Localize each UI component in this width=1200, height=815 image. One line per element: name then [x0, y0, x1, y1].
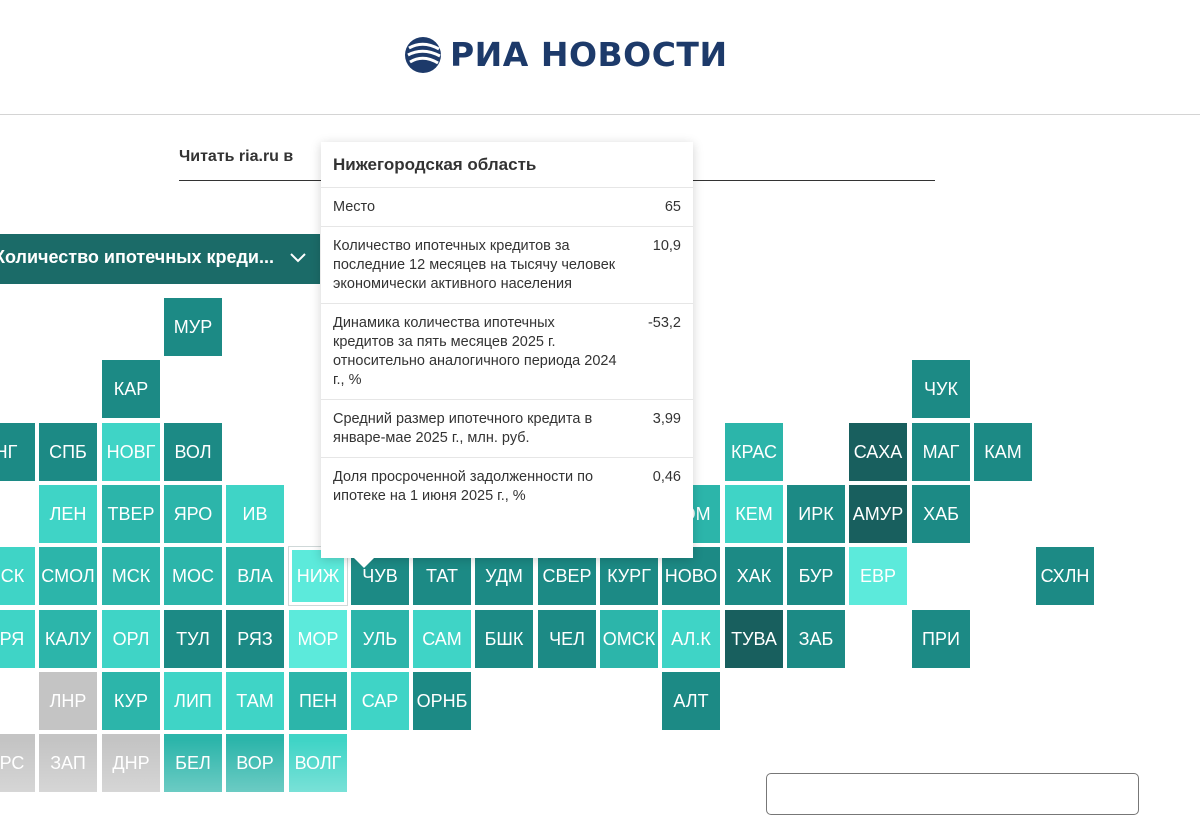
region-tile-item[interactable]: ТУЛ: [164, 610, 222, 668]
region-tile-item[interactable]: САР: [351, 672, 409, 730]
metric-dropdown-label: Количество ипотечных креди...: [0, 247, 274, 267]
region-tile-item[interactable]: ЧЕЛ: [538, 610, 596, 668]
tooltip-label: Место: [333, 199, 376, 215]
region-tile-item[interactable]: ЗАП: [39, 734, 97, 792]
region-tile-item[interactable]: МУР: [164, 298, 222, 356]
region-tile-item[interactable]: АЛ.К: [662, 610, 720, 668]
tooltip-label: Количество ипотечных кредитов за последн…: [333, 238, 616, 292]
region-tile-item[interactable]: ОМСК: [600, 610, 658, 668]
region-tile-item[interactable]: ПРИ: [912, 610, 970, 668]
region-tile-item[interactable]: КУР: [102, 672, 160, 730]
read-in-label: Читать ria.ru в: [179, 148, 294, 165]
region-tile-item[interactable]: ТВЕР: [102, 485, 160, 543]
region-tile-item[interactable]: БРЯ: [0, 610, 35, 668]
region-tile-item[interactable]: РЯЗ: [226, 610, 284, 668]
region-tile-item[interactable]: ХРС: [0, 734, 35, 792]
tooltip-row-avg-size: Средний размер ипотечного кредита в янва…: [321, 400, 693, 458]
metric-dropdown[interactable]: Количество ипотечных креди...: [0, 234, 320, 284]
region-tile-item[interactable]: ЯРО: [164, 485, 222, 543]
region-tile-item[interactable]: КАЛУ: [39, 610, 97, 668]
region-tile-item[interactable]: ЛИП: [164, 672, 222, 730]
ria-logo[interactable]: РИА НОВОСТИ: [404, 35, 728, 75]
region-tile-item[interactable]: ОРЛ: [102, 610, 160, 668]
region-tile-item[interactable]: БЕЛ: [164, 734, 222, 792]
region-tile-item[interactable]: НГ: [0, 423, 35, 481]
region-tile-item[interactable]: ХАК: [725, 547, 783, 605]
region-tile-item[interactable]: ИВ: [226, 485, 284, 543]
tooltip-label: Динамика количества ипотечных кредитов з…: [333, 315, 617, 388]
site-header: РИА НОВОСТИ: [0, 0, 1200, 115]
region-tile-item[interactable]: НОВГ: [102, 423, 160, 481]
region-tile-item[interactable]: ЧУК: [912, 360, 970, 418]
region-tooltip: Нижегородская область Место 65 Количеств…: [321, 142, 693, 558]
region-tile-item[interactable]: ИРК: [787, 485, 845, 543]
tooltip-value: 0,46: [652, 469, 681, 485]
chevron-down-icon: [290, 253, 306, 263]
region-tile-item[interactable]: КАМ: [974, 423, 1032, 481]
tooltip-row-rank: Место 65: [321, 188, 693, 227]
region-tile-item[interactable]: ПСК: [0, 547, 35, 605]
tooltip-region-name: Нижегородская область: [321, 142, 693, 188]
tooltip-value: 65: [664, 199, 681, 215]
region-tile-item[interactable]: СПБ: [39, 423, 97, 481]
region-tile-item[interactable]: ТУВА: [725, 610, 783, 668]
region-tile-item[interactable]: ДНР: [102, 734, 160, 792]
region-tile-item[interactable]: ЕВР: [849, 547, 907, 605]
region-tile-item[interactable]: ВЛА: [226, 547, 284, 605]
region-tile-item[interactable]: АМУР: [849, 485, 907, 543]
logo-text: РИА НОВОСТИ: [450, 35, 728, 74]
region-tile-item[interactable]: МОС: [164, 547, 222, 605]
region-tile-item[interactable]: ЗАБ: [787, 610, 845, 668]
tooltip-row-count: Количество ипотечных кредитов за последн…: [321, 227, 693, 304]
tooltip-value: 3,99: [652, 411, 681, 427]
region-tile-item[interactable]: УЛЬ: [351, 610, 409, 668]
tooltip-label: Доля просроченной задолженности по ипоте…: [333, 469, 594, 504]
tooltip-pointer: [354, 558, 374, 568]
region-tile-item[interactable]: МАГ: [912, 423, 970, 481]
region-tile-item[interactable]: СХЛН: [1036, 547, 1094, 605]
region-tile-item[interactable]: КРАС: [725, 423, 783, 481]
bottom-panel[interactable]: [766, 773, 1139, 815]
tooltip-row-overdue: Доля просроченной задолженности по ипоте…: [321, 458, 693, 515]
region-tile-item[interactable]: ВОР: [226, 734, 284, 792]
region-tile-item[interactable]: БУР: [787, 547, 845, 605]
region-tile-item[interactable]: МСК: [102, 547, 160, 605]
region-tile-item[interactable]: КЕМ: [725, 485, 783, 543]
region-tile-item[interactable]: САМ: [413, 610, 471, 668]
region-tile-item[interactable]: ПЕН: [289, 672, 347, 730]
ria-globe-icon: [405, 37, 441, 73]
region-tile-item[interactable]: САХА: [849, 423, 907, 481]
tooltip-label: Средний размер ипотечного кредита в янва…: [333, 411, 593, 446]
tooltip-value: 10,9: [652, 238, 681, 254]
region-tile-item[interactable]: ЛЕН: [39, 485, 97, 543]
region-tile-item[interactable]: ВОЛ: [164, 423, 222, 481]
region-tile-item[interactable]: БШК: [475, 610, 533, 668]
region-tile-item[interactable]: КАР: [102, 360, 160, 418]
region-tile-item[interactable]: ВОЛГ: [289, 734, 347, 792]
region-tile-item[interactable]: МОР: [289, 610, 347, 668]
region-tile-item[interactable]: АЛТ: [662, 672, 720, 730]
region-tile-item[interactable]: ТАМ: [226, 672, 284, 730]
tooltip-row-dynamics: Динамика количества ипотечных кредитов з…: [321, 304, 693, 400]
tooltip-value: -53,2: [647, 315, 681, 331]
region-tile-item[interactable]: ЛНР: [39, 672, 97, 730]
region-tile-item[interactable]: ХАБ: [912, 485, 970, 543]
region-tile-item[interactable]: СМОЛ: [39, 547, 97, 605]
region-tile-item[interactable]: ОРНБ: [413, 672, 471, 730]
